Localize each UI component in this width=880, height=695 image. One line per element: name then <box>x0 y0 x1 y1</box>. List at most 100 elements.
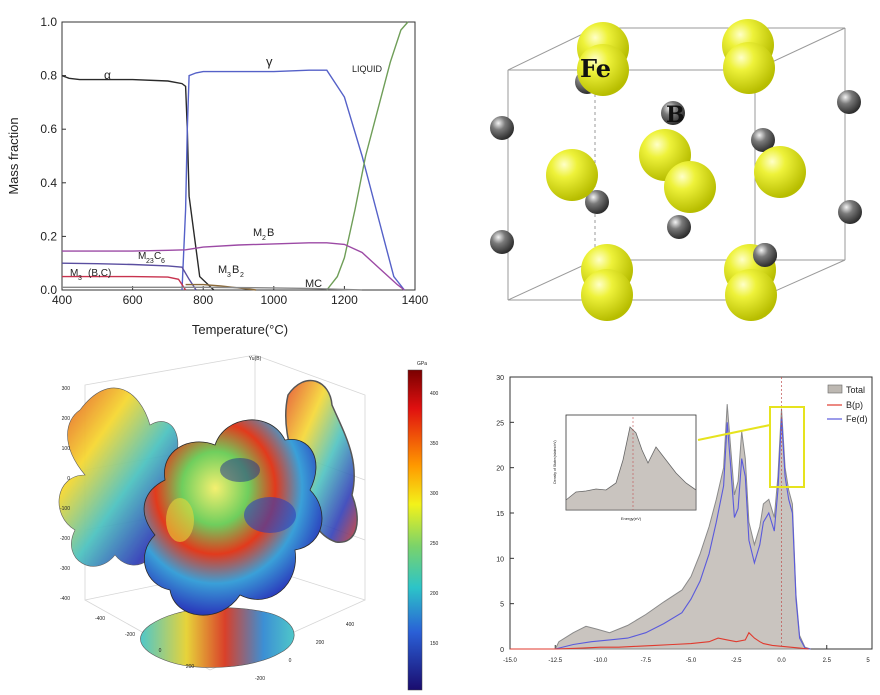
b-atom <box>838 200 862 224</box>
svg-text:C: C <box>154 251 161 262</box>
phase-y-tick-label: 0.6 <box>40 122 57 136</box>
phase-series-line <box>62 275 187 291</box>
colorbar-tick-label: 300 <box>430 491 439 497</box>
surface-x-tick-label: -200 <box>125 632 135 638</box>
dos-y-tick-label: 25 <box>496 420 504 427</box>
phase-x-tick-label: 800 <box>193 293 213 307</box>
zoom-highlight-box <box>769 406 805 488</box>
alpha-label: α <box>104 68 111 82</box>
phase-series-line <box>185 283 257 291</box>
dos-chart-svg: 0 5 10 15 20 25 30 -15.0 -12.5 -10.0 -7.5 -5.0 -2.5… <box>496 375 873 664</box>
dos-x-tick-label: -10.0 <box>594 658 608 664</box>
svg-text:(B,C): (B,C) <box>88 268 111 279</box>
dos-y-tick-label: 5 <box>500 602 504 609</box>
phase-series-line <box>326 21 409 291</box>
dos-x-tick-label: -5.0 <box>686 658 697 664</box>
dos-series-line <box>510 631 809 650</box>
svg-text:M: M <box>138 251 146 262</box>
phase-y-tick-label: 0.4 <box>40 176 57 190</box>
dos-series-line <box>510 417 811 650</box>
legend-total: Total <box>846 385 865 395</box>
fe-atom <box>725 269 777 321</box>
fe-atom <box>664 161 716 213</box>
elastic-surface-plot: Yu(B) 300 200 100 0 -100 -200 -300 -400 -400 -20… <box>40 350 440 695</box>
svg-text:M: M <box>253 227 262 239</box>
crystal-svg: Fe B <box>490 19 862 321</box>
m2b-label: M 2 B <box>253 227 274 242</box>
b-atom <box>837 90 861 114</box>
surface-z-tick-label: 200 <box>62 416 71 422</box>
b-atom <box>753 243 777 267</box>
colorbar-tick-label: 200 <box>430 591 439 597</box>
dos-y-tick-label: 20 <box>496 466 504 473</box>
gamma-label: γ <box>266 54 273 69</box>
inset-x-label: Energy(eV) <box>621 516 642 521</box>
phase-series-line <box>62 242 405 291</box>
dos-y-tick-label: 10 <box>496 556 504 563</box>
phase-fraction-chart: 0.0 0.2 0.4 0.6 0.8 1.0 400 600 800 1000 1200 1400… <box>0 0 440 345</box>
phase-y-tick-label: 0.8 <box>40 69 57 83</box>
colorbar-tick-label: 350 <box>430 441 439 447</box>
phase-x-tick-label: 1400 <box>402 293 429 307</box>
colorbar-tick-label: 400 <box>430 391 439 397</box>
dos-x-tick-label: 0.0 <box>777 658 786 664</box>
surface-top-label: Yu(B) <box>249 356 262 362</box>
b-atom <box>490 116 514 140</box>
inset-total-area <box>565 426 697 511</box>
fe-atom <box>754 146 806 198</box>
phase-chart-svg: 0.0 0.2 0.4 0.6 0.8 1.0 400 600 800 1000 1200 1400… <box>6 15 429 337</box>
b-atom <box>667 215 691 239</box>
b-atom <box>751 128 775 152</box>
dos-x-tick-label: -2.5 <box>731 658 742 664</box>
zoom-connector <box>697 424 771 441</box>
colorbar-tick-label: 150 <box>430 641 439 647</box>
liquid-label: LIQUID <box>352 64 383 74</box>
elastic-modulus-surface <box>143 419 323 616</box>
svg-text:6: 6 <box>161 258 165 265</box>
dos-x-tick-label: 2.5 <box>823 658 832 664</box>
phase-x-tick-label: 400 <box>52 293 72 307</box>
dos-y-tick-label: 30 <box>496 375 504 382</box>
fe-atom <box>577 44 629 96</box>
svg-text:M: M <box>70 268 78 279</box>
surface-x-tick-label: 0 <box>159 648 162 654</box>
phase-y-tick-label: 0.0 <box>40 283 57 297</box>
surface-svg: Yu(B) 300 200 100 0 -100 -200 -300 -400 -400 -20… <box>58 354 439 691</box>
svg-text:M: M <box>218 264 227 276</box>
phase-x-tick-label: 1000 <box>260 293 287 307</box>
surface-z-tick-label: 0 <box>67 476 70 482</box>
svg-text:2: 2 <box>240 272 244 279</box>
surface-z-tick-label: 300 <box>62 386 71 392</box>
surface-y-tick-label: -200 <box>255 676 265 682</box>
surface-z-tick-label: -400 <box>60 596 70 602</box>
colorbar <box>407 369 423 691</box>
phase-x-tick-label: 600 <box>123 293 143 307</box>
dos-y-tick-label: 15 <box>496 511 504 518</box>
svg-text:23: 23 <box>146 258 154 265</box>
colorbar-tick-label: 250 <box>430 541 439 547</box>
fe-label: Fe <box>580 54 611 83</box>
surface-y-tick-label: 200 <box>316 640 325 646</box>
phase-y-axis-label: Mass fraction <box>6 117 21 194</box>
surface-highlight <box>220 458 260 482</box>
crystal-structure: Fe B <box>470 5 880 335</box>
surface-highlight <box>166 498 194 542</box>
dos-x-tick-label: -15.0 <box>503 658 517 664</box>
fe-atom <box>546 149 598 201</box>
surface-highlight <box>244 497 296 533</box>
dos-y-tick-label: 0 <box>500 647 504 654</box>
legend-fed: Fe(d) <box>846 414 868 424</box>
svg-text:3: 3 <box>227 272 231 279</box>
phase-plot-frame <box>61 21 416 291</box>
svg-text:2: 2 <box>262 235 266 242</box>
m3bc-label: M 3 (B,C) <box>70 268 111 282</box>
m23c6-label: M 23 C 6 <box>138 251 165 265</box>
dos-x-tick-label: -12.5 <box>548 658 562 664</box>
phase-y-tick-label: 0.2 <box>40 229 57 243</box>
phase-series-line <box>181 69 405 291</box>
fe-atom <box>723 42 775 94</box>
svg-text:B: B <box>232 264 239 276</box>
dos-chart: 0 5 10 15 20 25 30 -15.0 -12.5 -10.0 -7.5 -5.0 -2.5… <box>470 365 880 695</box>
fe-atom <box>581 269 633 321</box>
legend-bp: B(p) <box>846 400 863 410</box>
